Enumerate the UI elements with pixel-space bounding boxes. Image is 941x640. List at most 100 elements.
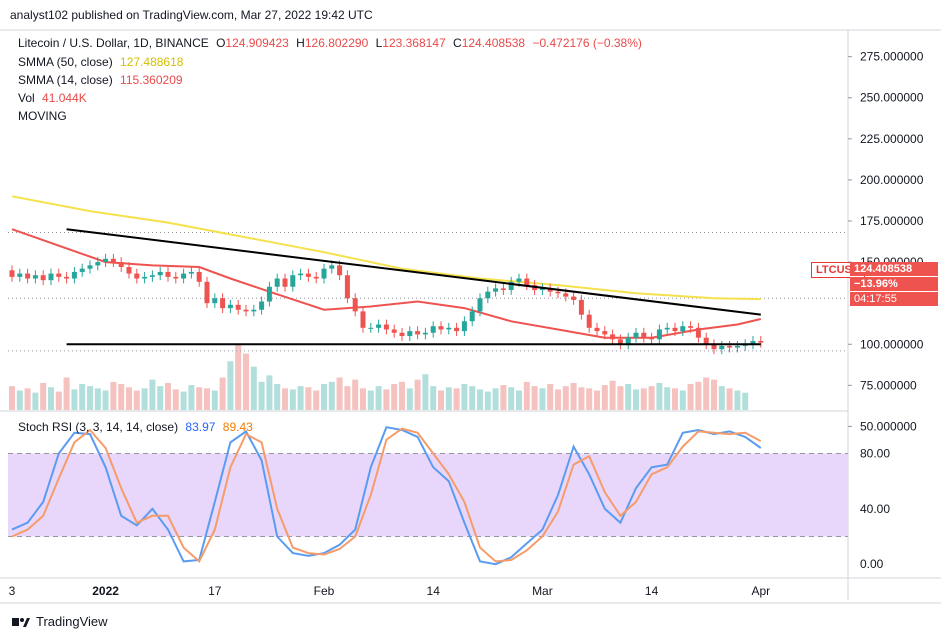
time-tick-label: Feb [314, 584, 335, 598]
volume-bar [742, 392, 749, 410]
volume-bar [484, 391, 491, 410]
candle-body [571, 296, 577, 300]
price-tick-label: 250.000000 [860, 91, 924, 105]
volume-bar [594, 390, 600, 410]
volume-bar [305, 387, 312, 410]
candle-body [64, 276, 70, 279]
volume-bar [500, 385, 507, 410]
volume-bar [578, 387, 585, 410]
candle-body [235, 304, 241, 310]
candle-body [578, 299, 584, 315]
volume-bar [196, 387, 203, 410]
volume-bar [40, 382, 47, 410]
candle-body [422, 332, 428, 335]
volume-bar [406, 388, 413, 410]
candle-body [695, 327, 701, 338]
volume-bar [87, 386, 93, 410]
candle-body [391, 329, 397, 333]
smma14-legend: SMMA (14, close) 115.360209 [18, 73, 187, 87]
volume-bar [367, 390, 374, 410]
volume-bar [211, 390, 218, 410]
stoch-d-value: 89.43 [222, 420, 253, 434]
candle-body [212, 298, 218, 304]
candle-body [376, 324, 382, 328]
candle-body [703, 337, 709, 345]
candle-body [344, 275, 350, 299]
stoch-tick-label: 0.00 [860, 557, 884, 571]
symbol-legend: Litecoin / U.S. Dollar, 1D, BINANCE O124… [18, 36, 646, 50]
volume-bar [24, 388, 31, 410]
volume-bar [328, 381, 335, 410]
candle-body [329, 265, 335, 269]
ohlc-h-value: 126.802290 [304, 36, 369, 50]
candle-body [664, 327, 670, 330]
tradingview-logo[interactable]: TradingView [12, 614, 108, 629]
candle-body [40, 275, 46, 281]
volume-bar [586, 388, 593, 410]
ohlc-o-label: O [216, 36, 226, 50]
volume-legend: Vol 41.044K [18, 91, 91, 105]
time-tick-label: 2022 [92, 584, 119, 598]
volume-bar [695, 381, 702, 410]
volume-bar [289, 389, 296, 410]
volume-bar [656, 382, 663, 410]
smma14-value: 115.360209 [120, 73, 183, 87]
volume-bar [562, 386, 569, 410]
volume-bar [531, 386, 538, 410]
time-tick-label: 14 [427, 584, 441, 598]
candle-body [56, 273, 62, 277]
candle-body [337, 265, 343, 276]
stoch-k-line [11, 426, 762, 566]
candle-body [134, 273, 140, 279]
brand-name: TradingView [36, 614, 108, 629]
candle-body [321, 268, 327, 279]
time-tick-label: Mar [532, 584, 553, 598]
smma14-label: SMMA (14, close) [18, 73, 113, 87]
volume-bar [204, 388, 210, 410]
descending-trendline [66, 228, 761, 316]
candle-body [204, 281, 210, 304]
smma50-value: 127.488618 [120, 55, 184, 69]
volume-bar [726, 388, 733, 410]
smma50-label: SMMA (50, close) [18, 55, 113, 69]
candle-body [758, 340, 764, 343]
countdown-tag: 04:17:55 [850, 292, 938, 306]
volume-bar [352, 379, 359, 410]
volume-bar [32, 392, 39, 410]
candle-body [17, 273, 23, 277]
candle-body [750, 340, 756, 345]
candle-body [727, 345, 733, 348]
candle-body [641, 332, 647, 338]
price-tick-label: 75.000000 [860, 378, 917, 392]
symbol-name: Litecoin / U.S. Dollar, 1D, BINANCE [18, 36, 209, 50]
volume-value: 41.044K [42, 91, 87, 105]
candle-body [539, 288, 545, 291]
smma50-legend: SMMA (50, close) 127.488618 [18, 55, 187, 69]
candle-body [500, 288, 506, 291]
change-tag: −13.96% [850, 277, 938, 291]
volume-bar [250, 366, 257, 410]
volume-bar [430, 386, 437, 410]
candle-body [79, 268, 85, 272]
candle-body [625, 337, 631, 345]
volume-bar [266, 375, 273, 410]
volume-bar [438, 390, 444, 410]
candle-body [298, 273, 304, 276]
volume-bar [625, 384, 632, 410]
volume-bar [703, 377, 710, 410]
candle-body [649, 337, 655, 340]
candle-body [71, 271, 77, 279]
volume-bar [516, 390, 522, 410]
tradingview-icon [12, 617, 30, 627]
candle-body [586, 314, 592, 328]
volume-bar [360, 388, 366, 410]
price-axis-bg [848, 0, 941, 640]
price-tick-label: 275.000000 [860, 50, 924, 64]
candle-body [282, 278, 288, 287]
candle-body [617, 339, 623, 345]
volume-bar [297, 386, 304, 410]
volume-bar [711, 379, 717, 410]
volume-bar [633, 389, 639, 410]
candle-body [9, 270, 15, 277]
